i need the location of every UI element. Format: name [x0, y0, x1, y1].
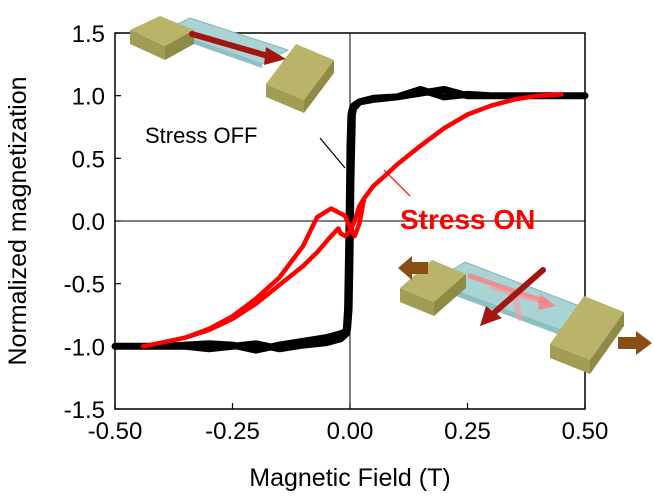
annotation-stress-off: Stress OFF: [145, 123, 257, 148]
x-tick-label: 0.25: [444, 418, 491, 445]
annotation-stress-on-leader: [383, 169, 411, 197]
annotation-stress-on: Stress ON: [400, 204, 535, 235]
y-tick-label: 1.0: [72, 84, 105, 111]
annotation-stress-off-leader: [319, 137, 346, 169]
x-axis-title: Magnetic Field (T): [249, 464, 450, 492]
y-axis-ticks: 1.5 1.0 0.5 0.0 -0.5 -1.0 -1.5: [64, 21, 121, 424]
x-tick-label: -0.25: [205, 418, 260, 445]
series-stress-off-curve: [111, 85, 589, 354]
y-tick-label: 1.5: [72, 21, 105, 48]
x-tick-label: 0.50: [562, 418, 609, 445]
x-tick-label: 0.00: [327, 418, 374, 445]
y-tick-label: 0.0: [72, 209, 105, 236]
y-tick-label: -0.5: [64, 272, 105, 299]
x-axis-ticks: -0.50 -0.25 0.00 0.25 0.50: [88, 403, 609, 445]
unstrained-sample-icon: [130, 16, 334, 113]
series-stress-on-curve: [140, 92, 564, 349]
y-tick-label: 0.5: [72, 146, 105, 173]
y-axis-title: Normalized magnetization: [4, 76, 32, 365]
y-tick-label: -1.0: [64, 334, 105, 361]
x-tick-label: -0.50: [88, 418, 143, 445]
strained-sample-icon: [398, 256, 652, 374]
y-tick-label: -1.5: [64, 397, 105, 424]
